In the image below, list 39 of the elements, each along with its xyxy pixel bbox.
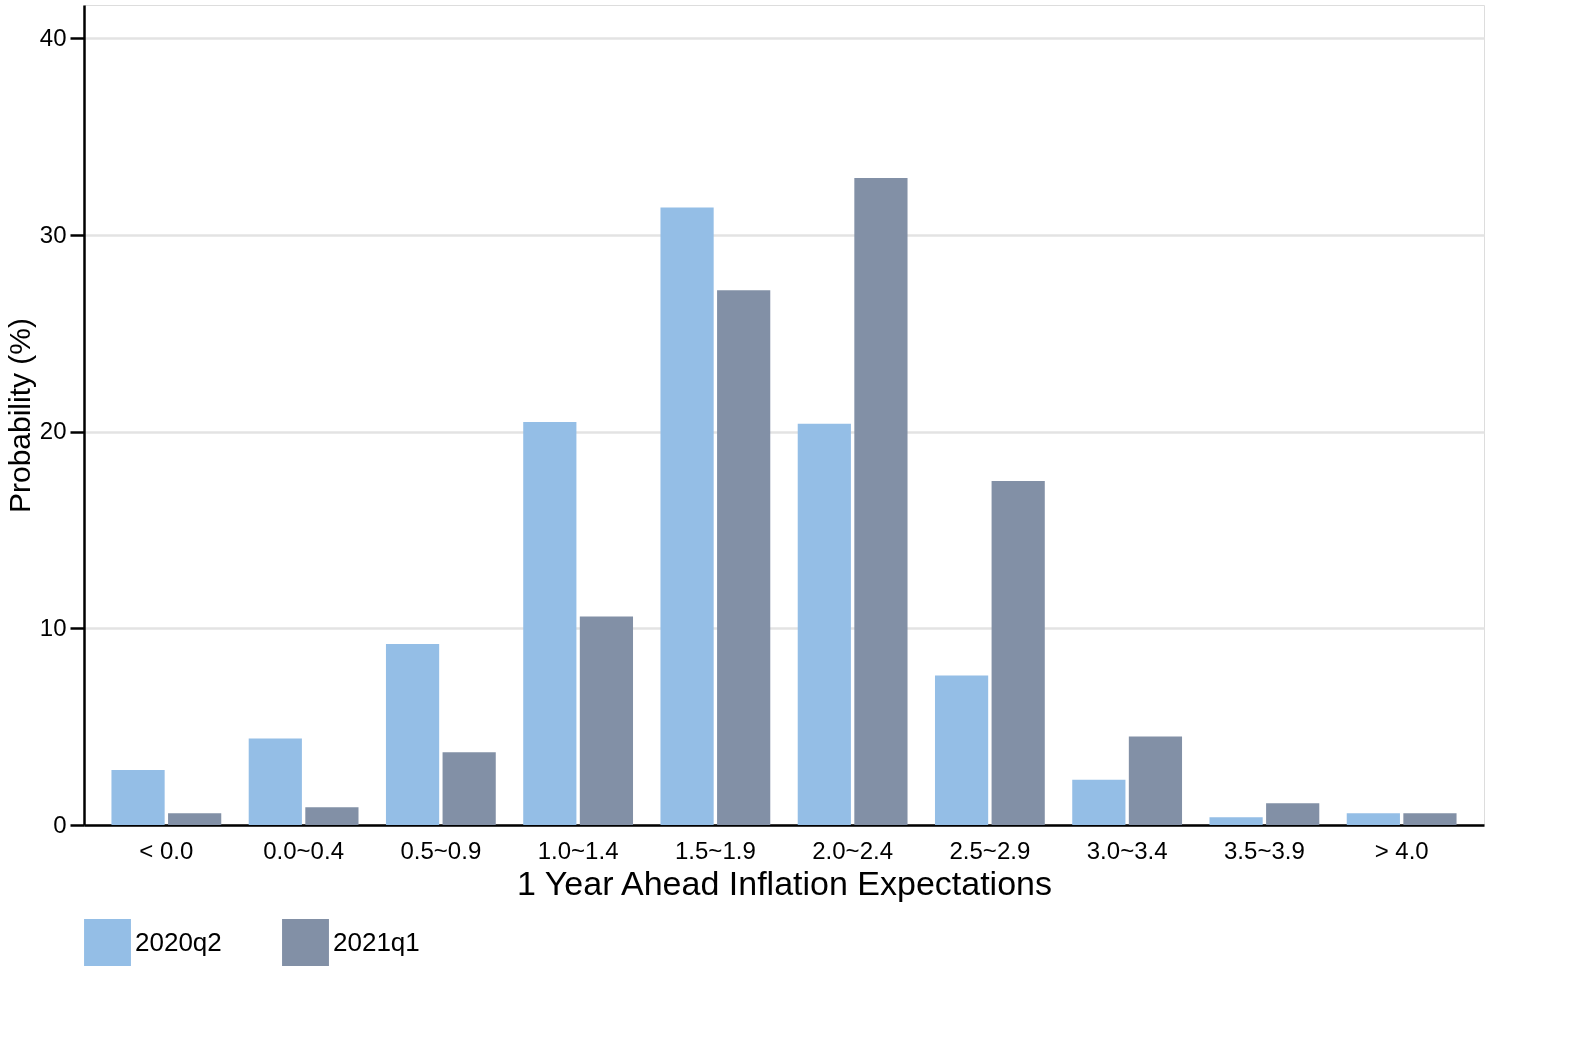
- x-tick-label: 2.0~2.4: [812, 836, 893, 864]
- bar: [934, 675, 989, 825]
- bar: [1072, 779, 1126, 825]
- bar: [717, 290, 771, 825]
- x-tick-label: 3.5~3.9: [1224, 836, 1305, 864]
- bar: [1346, 813, 1400, 825]
- bar: [854, 178, 908, 825]
- legend-label: 2020q2: [135, 926, 222, 957]
- bar: [660, 207, 714, 825]
- x-axis-title: 1 Year Ahead Inflation Expectations: [517, 863, 1052, 902]
- x-tick-label: 0.5~0.9: [400, 836, 482, 864]
- bar: [1128, 736, 1183, 825]
- y-tick-label: 30: [39, 220, 67, 248]
- y-tick-label: 0: [53, 810, 67, 838]
- bar: [797, 423, 851, 825]
- x-tick-label: < 0.0: [139, 836, 194, 864]
- x-tick-label: > 4.0: [1374, 836, 1429, 864]
- y-tick-label: 20: [39, 417, 67, 445]
- x-tick-label: 1.5~1.9: [675, 836, 756, 864]
- x-tick-label: 0.0~0.4: [263, 836, 344, 864]
- bar: [523, 421, 577, 825]
- y-tick-label: 10: [39, 613, 67, 641]
- x-tick-label: 2.5~2.9: [949, 836, 1031, 864]
- legend-label: 2021q1: [333, 926, 420, 957]
- bar: [305, 807, 359, 825]
- bar: [1266, 803, 1320, 825]
- x-tick-label: 3.0~3.4: [1086, 836, 1168, 864]
- bar: [385, 644, 440, 825]
- bar: [442, 752, 496, 825]
- bar: [1403, 813, 1457, 825]
- x-tick-label: 1.0~1.4: [537, 836, 619, 864]
- bar: [991, 480, 1045, 825]
- bar: [168, 813, 222, 825]
- bar: [111, 769, 165, 825]
- y-tick-label: 40: [39, 23, 67, 51]
- bar: [579, 616, 634, 825]
- bar: [1209, 817, 1263, 825]
- bar: [248, 738, 302, 825]
- y-axis-title: Probability (%): [2, 317, 36, 514]
